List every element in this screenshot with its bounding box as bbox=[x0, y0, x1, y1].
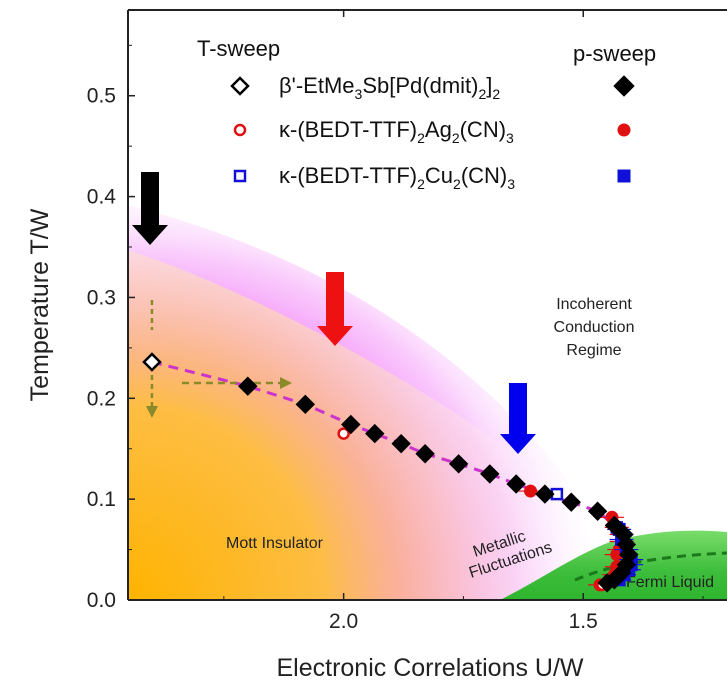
y-tick-label: 0.3 bbox=[87, 286, 116, 309]
EtMe3Sb-p-sweep-point bbox=[506, 474, 526, 494]
legend-label-part: Ag bbox=[425, 117, 452, 142]
y-axis-title: Temperature T/W bbox=[26, 208, 54, 401]
EtMe3Sb-p-sweep-point bbox=[341, 414, 361, 435]
sweep-arrow-right-head bbox=[280, 377, 292, 389]
legend-label: β'-EtMe3Sb[Pd(dmit)2]2 bbox=[279, 73, 500, 102]
EtMe3Sb-p-sweep-point bbox=[295, 394, 316, 415]
EtMe3Sb-p-sweep-point bbox=[365, 423, 385, 444]
legend-filled-marker bbox=[613, 75, 635, 97]
legend-header-t-sweep: T-sweep bbox=[197, 36, 280, 61]
incoherent-label-line: Regime bbox=[566, 342, 621, 359]
EtMe3Sb-p-sweep-point bbox=[448, 454, 469, 474]
legend-label-part: ] bbox=[486, 73, 492, 98]
legend-label-part: κ-(BEDT-TTF) bbox=[279, 117, 417, 142]
EtMe3Sb-p-sweep-point bbox=[415, 444, 435, 464]
x-tick-label: 2.0 bbox=[329, 610, 358, 633]
incoherent-label-line: Conduction bbox=[554, 319, 635, 336]
mott-insulator-label: Mott Insulator bbox=[226, 535, 324, 552]
x-tick-label: 1.5 bbox=[569, 610, 598, 633]
legend-open-marker bbox=[233, 123, 247, 137]
legend-label-part: Cu bbox=[425, 163, 453, 188]
legend-label-part: (CN) bbox=[461, 163, 507, 188]
EtMe3Sb-p-sweep-point bbox=[480, 464, 500, 484]
y-tick-label: 0.5 bbox=[87, 85, 116, 108]
y-tick-label: 0.1 bbox=[87, 488, 116, 511]
fermi-liquid-label: Fermi Liquid bbox=[626, 574, 714, 591]
legend-label-part: 2 bbox=[452, 130, 460, 146]
Ag2CN3-t-sweep-point bbox=[337, 427, 350, 440]
x-axis-title: Electronic Correlations U/W bbox=[276, 654, 583, 682]
legend-open-marker bbox=[233, 169, 247, 183]
legend-label-part: 2 bbox=[417, 130, 425, 146]
sweep-arrow-down-head bbox=[145, 406, 158, 418]
legend-label-part: (CN) bbox=[460, 117, 506, 142]
legend-label-part: 2 bbox=[453, 176, 461, 192]
legend: T-sweep p-sweepβ'-EtMe3Sb[Pd(dmit)2]2κ-(B… bbox=[197, 36, 656, 192]
legend-filled-marker bbox=[617, 123, 631, 137]
indicator-arrow bbox=[132, 172, 168, 245]
y-tick-label: 0.4 bbox=[87, 186, 117, 209]
legend-label-part: κ-(BEDT-TTF) bbox=[279, 163, 417, 188]
EtMe3Sb-p-sweep-point bbox=[535, 484, 555, 504]
y-tick-label: 0.2 bbox=[87, 387, 116, 410]
legend-label-part: Sb[Pd(dmit) bbox=[362, 73, 478, 98]
fermi-liquid-boundary bbox=[574, 551, 727, 582]
EtMe3Sb-t-sweep-point bbox=[142, 352, 162, 372]
Ag2CN3-p-sweep-point bbox=[524, 484, 538, 498]
legend-label: κ-(BEDT-TTF)2Cu2(CN)3 bbox=[279, 163, 515, 192]
y-tick-label: 0.0 bbox=[87, 589, 116, 612]
axes: 0.0 0.1 0.2 0.3 0.4 0.5 2.0 1.5 Temperature T/W E… bbox=[26, 9, 727, 682]
EtMe3Sb-p-sweep-point bbox=[597, 573, 617, 593]
legend-label-part: 3 bbox=[507, 176, 515, 192]
legend-header-p-sweep: p-sweep bbox=[573, 41, 656, 66]
legend-label-part: 2 bbox=[417, 176, 425, 192]
legend-label-part: 2 bbox=[492, 86, 500, 102]
phase-regions bbox=[128, 205, 727, 600]
EtMe3Sb-p-sweep-point bbox=[391, 433, 411, 454]
legend-filled-marker bbox=[617, 169, 631, 183]
legend-label: κ-(BEDT-TTF)2Ag2(CN)3 bbox=[279, 117, 514, 146]
legend-label-part: 3 bbox=[355, 86, 363, 102]
indicator-arrow bbox=[317, 272, 353, 346]
EtMe3Sb-p-sweep-point bbox=[238, 376, 258, 396]
EtMe3Sb-p-sweep-point bbox=[561, 492, 581, 512]
legend-open-marker bbox=[230, 76, 250, 96]
data-marks bbox=[142, 75, 644, 593]
legend-label-part: β'-EtMe bbox=[279, 73, 355, 98]
legend-label-part: 3 bbox=[506, 130, 514, 146]
incoherent-label-line: Incoherent bbox=[556, 296, 632, 313]
EtMe3Sb-p-sweep-point bbox=[587, 501, 608, 521]
indicator-arrow bbox=[500, 383, 536, 454]
legend-label-part: 2 bbox=[478, 86, 486, 102]
